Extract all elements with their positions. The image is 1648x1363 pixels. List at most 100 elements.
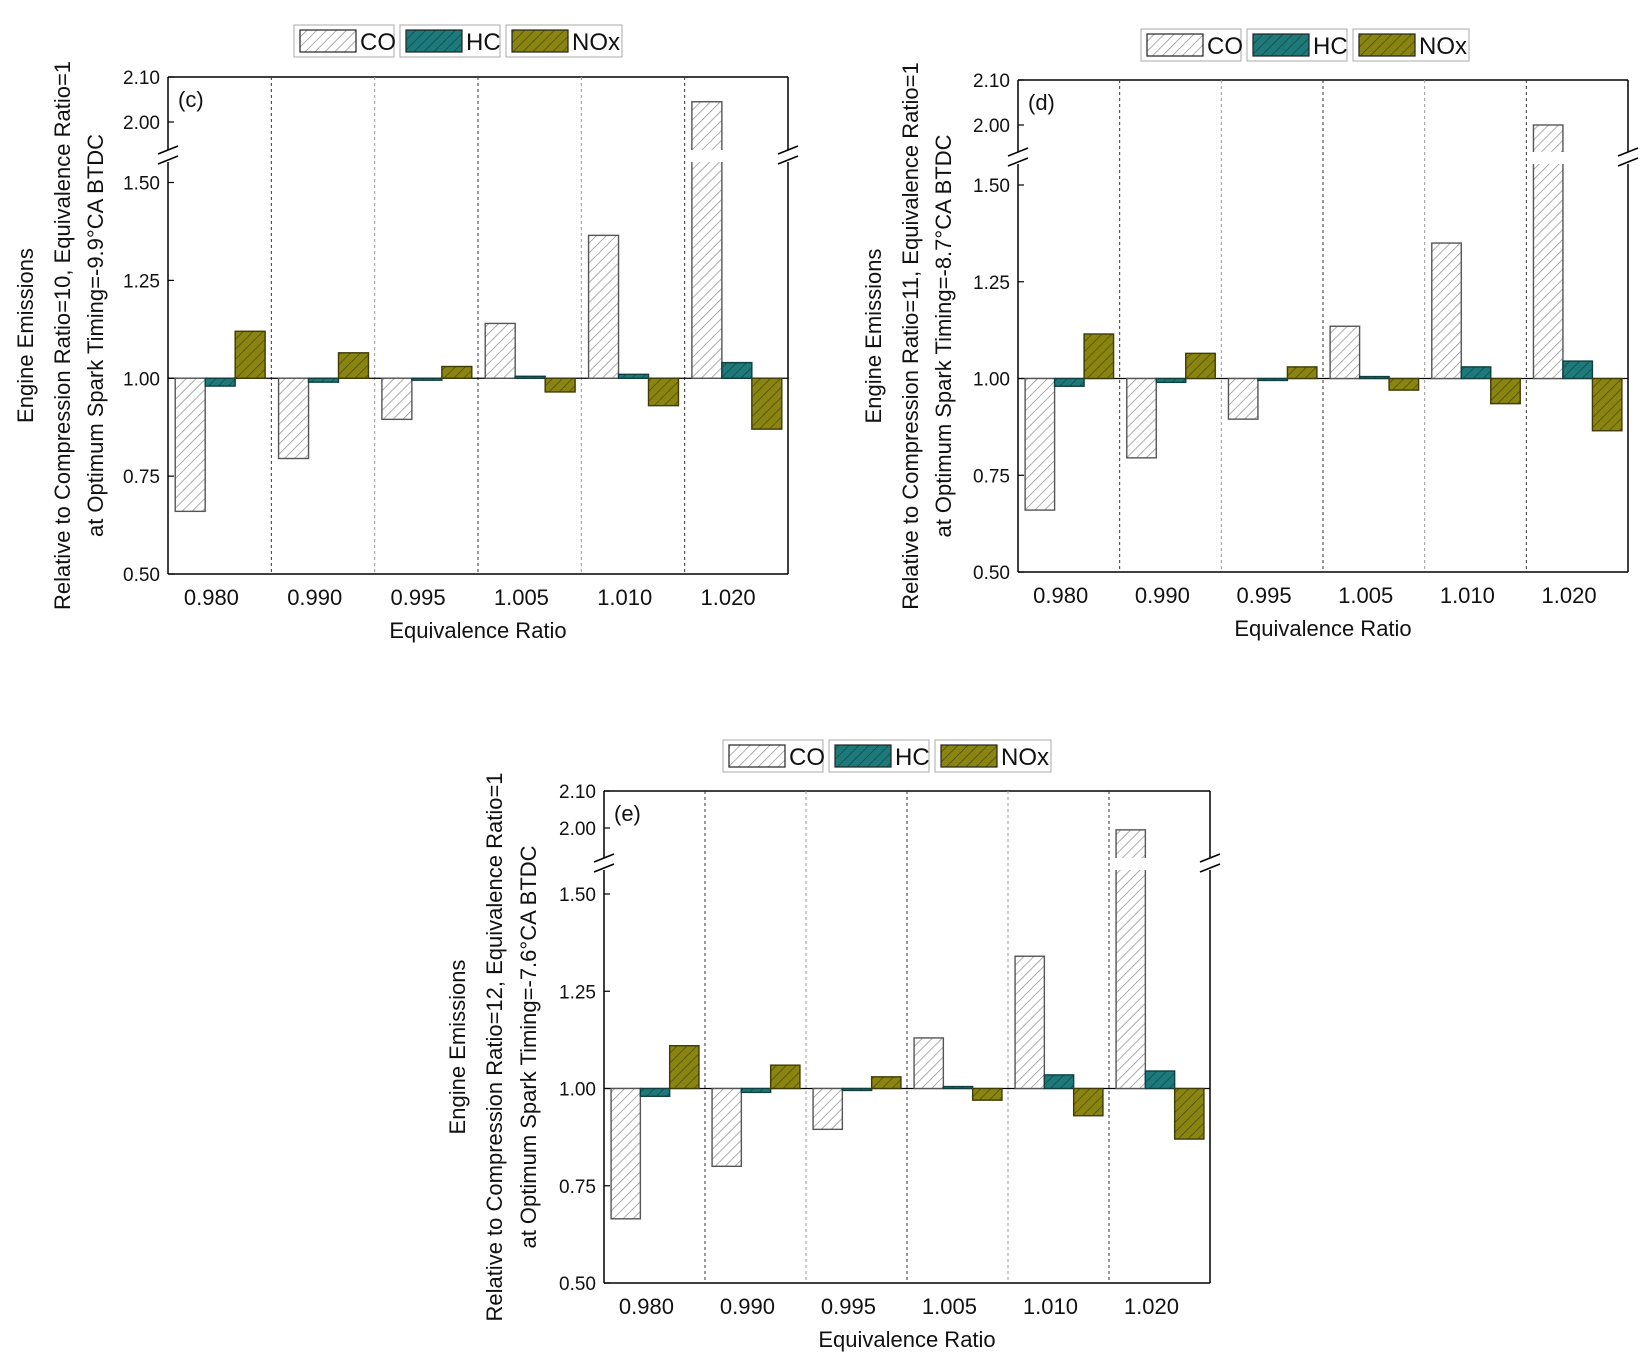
y-axis-label-line: at Optimum Spark Timing=-9.9°CA BTDC bbox=[83, 134, 108, 537]
axis-break-mark bbox=[157, 155, 179, 165]
axis-break-mark bbox=[1199, 863, 1221, 873]
bar-nox-0.995 bbox=[870, 1076, 902, 1090]
y-tick-label: 2.10 bbox=[559, 782, 596, 803]
y-axis-label-line: Engine Emissions bbox=[13, 248, 38, 423]
bar-co-0.980 bbox=[1024, 377, 1056, 511]
panel-label: (d) bbox=[1028, 90, 1055, 115]
bar-nox-1.010 bbox=[1072, 1087, 1104, 1117]
x-tick-label: 1.005 bbox=[1338, 583, 1393, 608]
y-axis-label-line: Relative to Compression Ratio=11, Equiva… bbox=[898, 62, 923, 609]
y-tick-label: 2.00 bbox=[973, 116, 1010, 137]
legend-swatch-nox bbox=[1358, 33, 1416, 57]
x-axis-label: Equivalence Ratio bbox=[818, 1327, 995, 1352]
x-tick-label: 0.995 bbox=[391, 585, 446, 610]
bar-break-gap bbox=[1531, 152, 1565, 164]
y-axis-label-line: at Optimum Spark Timing=-8.7°CA BTDC bbox=[931, 134, 956, 537]
y-tick-label: 2.00 bbox=[123, 113, 160, 134]
bar-hc-0.980 bbox=[204, 377, 236, 387]
bar-nox-0.990 bbox=[337, 352, 370, 379]
bar-hc-0.995 bbox=[1257, 377, 1289, 382]
x-tick-label: 0.995 bbox=[821, 1294, 876, 1319]
y-tick-label: 2.10 bbox=[973, 71, 1010, 92]
legend-label-co: CO bbox=[1207, 33, 1243, 60]
legend-swatch-nox bbox=[511, 29, 569, 53]
axis-break-mark bbox=[593, 853, 615, 863]
bar-hc-1.010 bbox=[1460, 366, 1492, 380]
legend-item-nox: NOx bbox=[934, 739, 1052, 773]
x-tick-label: 0.990 bbox=[720, 1294, 775, 1319]
y-axis-label-line: Engine Emissions bbox=[861, 249, 886, 424]
bar-co-1.020 bbox=[691, 101, 723, 379]
legend-box bbox=[722, 739, 824, 773]
legend: CO HC NOx bbox=[293, 24, 623, 58]
bar-hc-1.020 bbox=[1144, 1070, 1176, 1090]
x-tick-label: 1.020 bbox=[1542, 583, 1597, 608]
legend-label-nox: NOx bbox=[572, 29, 620, 56]
legend-swatch-co bbox=[1146, 33, 1204, 57]
x-tick-label: 1.010 bbox=[1440, 583, 1495, 608]
bar-hc-0.990 bbox=[307, 377, 340, 383]
x-tick-label: 1.020 bbox=[1124, 1294, 1179, 1319]
bar-co-0.995 bbox=[812, 1087, 844, 1131]
bar-co-0.995 bbox=[1227, 377, 1259, 420]
y-tick-label: 1.00 bbox=[123, 369, 160, 390]
x-tick-label: 1.010 bbox=[597, 585, 652, 610]
legend-label-hc: HC bbox=[1313, 33, 1348, 60]
bar-nox-0.980 bbox=[668, 1045, 700, 1090]
legend-label-nox: NOx bbox=[1001, 744, 1049, 771]
y-tick-label: 1.25 bbox=[559, 982, 596, 1003]
x-tick-label: 1.005 bbox=[922, 1294, 977, 1319]
bar-nox-1.020 bbox=[1591, 377, 1623, 432]
x-tick-label: 1.010 bbox=[1023, 1294, 1078, 1319]
y-tick-label: 0.50 bbox=[559, 1274, 596, 1295]
bar-hc-1.005 bbox=[514, 375, 546, 379]
legend-swatch-co bbox=[728, 744, 786, 768]
legend-label-co: CO bbox=[360, 29, 396, 56]
bar-hc-1.010 bbox=[1043, 1074, 1075, 1090]
legend-box bbox=[828, 739, 930, 773]
bar-nox-1.005 bbox=[1388, 377, 1420, 391]
bar-co-0.990 bbox=[1126, 377, 1157, 459]
bar-hc-0.990 bbox=[1155, 377, 1187, 384]
bar-co-1.010 bbox=[1014, 955, 1046, 1090]
bar-hc-1.020 bbox=[721, 361, 753, 379]
y-tick-label: 1.00 bbox=[559, 1080, 596, 1101]
chart-panel-1: CO HC NOx 0.50 0.75 1.00 1.25 1.50 2.00 2.10 0.980… bbox=[13, 24, 799, 643]
y-tick-label: 2.10 bbox=[123, 68, 160, 89]
bar-nox-1.020 bbox=[1173, 1087, 1205, 1140]
bar-nox-1.020 bbox=[751, 377, 783, 430]
legend-box bbox=[293, 24, 395, 58]
legend-item-hc: HC bbox=[828, 739, 930, 773]
legend-box bbox=[505, 24, 623, 58]
x-tick-label: 0.980 bbox=[1033, 583, 1088, 608]
bar-hc-0.995 bbox=[411, 377, 443, 381]
bar-co-0.990 bbox=[277, 377, 310, 460]
bar-nox-1.005 bbox=[544, 377, 576, 393]
bar-co-1.005 bbox=[913, 1037, 945, 1090]
legend-item-hc: HC bbox=[1246, 28, 1348, 62]
y-tick-label: 0.75 bbox=[559, 1177, 596, 1198]
axis-break-mark bbox=[777, 145, 799, 155]
y-tick-label: 0.75 bbox=[123, 467, 160, 488]
bar-co-1.020 bbox=[1532, 124, 1564, 380]
legend-box bbox=[399, 24, 501, 58]
x-tick-label: 0.995 bbox=[1237, 583, 1292, 608]
bar-hc-1.010 bbox=[617, 373, 650, 379]
y-tick-label: 0.75 bbox=[973, 466, 1010, 487]
legend-box bbox=[1140, 28, 1242, 62]
bar-hc-1.020 bbox=[1562, 360, 1594, 380]
x-tick-label: 1.005 bbox=[494, 585, 549, 610]
axis-break-mark bbox=[1617, 157, 1639, 167]
legend-item-hc: HC bbox=[399, 24, 501, 58]
chart-panel-3: CO HC NOx 0.50 0.75 1.00 1.25 1.50 2.00 2.10 0.980… bbox=[445, 739, 1221, 1352]
bar-nox-1.010 bbox=[1490, 377, 1521, 405]
x-tick-label: 0.980 bbox=[619, 1294, 674, 1319]
chart-panel-2: CO HC NOx 0.50 0.75 1.00 1.25 1.50 2.00 2.10 0.980… bbox=[861, 28, 1639, 641]
bar-nox-1.005 bbox=[971, 1087, 1003, 1101]
y-tick-label: 2.00 bbox=[559, 819, 596, 840]
bar-nox-0.990 bbox=[1185, 352, 1216, 380]
axis-break-mark bbox=[593, 863, 615, 873]
legend-item-nox: NOx bbox=[505, 24, 623, 58]
bar-co-1.020 bbox=[1115, 829, 1147, 1090]
bar-nox-0.990 bbox=[769, 1064, 801, 1090]
